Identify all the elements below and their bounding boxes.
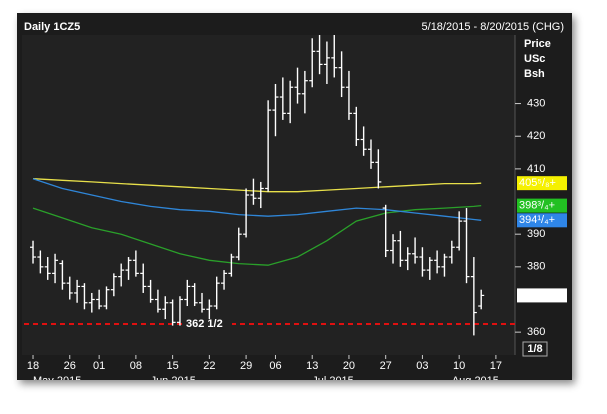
month-label: May 2015 <box>33 375 81 387</box>
x-tick-label: 13 <box>306 360 318 372</box>
chart-subtitle: 5/18/2015 - 8/20/2015 (CHG) <box>422 21 564 33</box>
value-box <box>517 198 567 213</box>
support-label-bg <box>182 316 232 330</box>
value-box-label: 394¹/₄+ <box>519 214 555 226</box>
scale-note: 1/8 <box>527 343 542 355</box>
x-tick-label: 20 <box>343 360 355 372</box>
x-tick-label: 17 <box>490 360 502 372</box>
x-tick-label: 18 <box>27 360 39 372</box>
value-box <box>517 176 567 191</box>
y-tick-label: 380 <box>527 261 545 273</box>
x-tick-label: 27 <box>380 360 392 372</box>
moving-average-line <box>32 178 482 221</box>
y-tick-label: 360 <box>527 326 545 338</box>
month-label: Jun 2015 <box>151 375 196 387</box>
month-label: Aug 2015 <box>452 375 499 387</box>
scale-note-box <box>522 341 548 357</box>
y-tick-label: 430 <box>527 97 545 109</box>
y-axis-label: USc <box>524 53 545 65</box>
last-price-label: 371¼ <box>519 289 547 301</box>
plot: 360 380 390 410 420 430 18 26 01 08 15 22 29 06 13 20 27… <box>24 35 567 387</box>
y-tick-label: 420 <box>527 130 545 142</box>
value-box-label: 398³/₄+ <box>519 200 555 212</box>
x-tick-label: 22 <box>203 360 215 372</box>
month-label: Jul 2015 <box>312 375 354 387</box>
moving-average-line <box>32 204 482 266</box>
value-box <box>517 213 567 228</box>
support-label: 362 1/2 <box>186 318 223 330</box>
x-tick-label: 03 <box>416 360 428 372</box>
x-tick-label: 01 <box>93 360 105 372</box>
x-tick-label: 26 <box>64 360 76 372</box>
last-price-box <box>517 288 567 303</box>
plot-area <box>22 35 515 355</box>
x-tick-label: 29 <box>240 360 252 372</box>
y-axis-label: Bsh <box>524 68 545 80</box>
y-tick-label: 410 <box>527 163 545 175</box>
x-tick-label: 06 <box>269 360 281 372</box>
chart-title: Daily 1CZ5 <box>24 21 80 33</box>
x-tick-label: 10 <box>453 360 465 372</box>
y-axis-label: Price <box>524 38 551 50</box>
y-tick-label: 390 <box>527 228 545 240</box>
x-tick-label: 15 <box>166 360 178 372</box>
value-box-label: 405⁵/₈+ <box>519 177 556 189</box>
x-tick-label: 08 <box>130 360 142 372</box>
